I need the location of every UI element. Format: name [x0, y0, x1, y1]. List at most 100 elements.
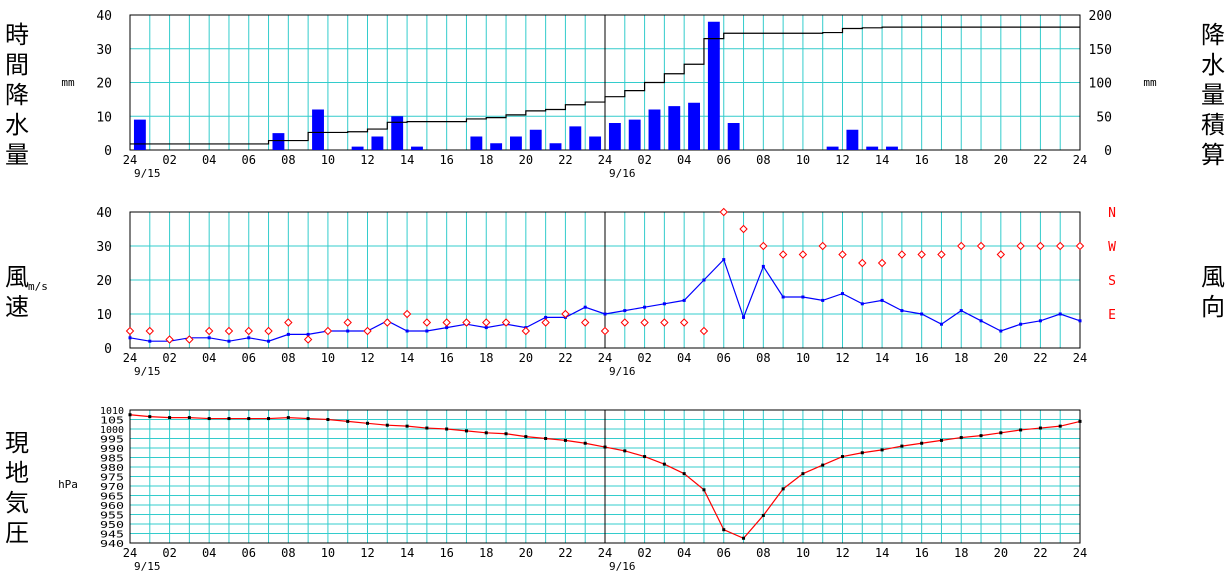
wind-speed-point: [267, 339, 271, 343]
wind-speed-point: [999, 329, 1003, 333]
y-tick-label-right: 200: [1089, 9, 1112, 24]
pressure-point: [583, 441, 587, 445]
panel3-left-title-text: 現地気圧: [5, 429, 29, 547]
pressure-point: [128, 413, 132, 417]
y-tick-label-left: 20: [96, 274, 112, 289]
x-tick-label: 20: [994, 153, 1008, 167]
pressure-point: [346, 419, 350, 423]
wind-speed-point: [821, 298, 825, 302]
pressure-point: [207, 417, 211, 421]
precip-bar: [391, 116, 404, 150]
date-label: 9/16: [609, 560, 636, 573]
x-tick-label: 16: [914, 351, 928, 365]
wind-speed-point: [959, 309, 963, 313]
wind-direction-marker: [660, 318, 669, 327]
wind-speed-point: [742, 315, 746, 319]
x-tick-label: 20: [994, 351, 1008, 365]
plot-frame: [129, 211, 1081, 349]
pressure-point: [999, 431, 1003, 435]
x-tick-label: 06: [717, 546, 731, 560]
x-tick-label: 22: [558, 351, 572, 365]
wind-direction-marker: [343, 318, 352, 327]
pressure-point: [702, 488, 706, 492]
pressure-point: [841, 455, 844, 459]
pressure-point: [1038, 426, 1042, 430]
wind-speed-point: [583, 305, 587, 309]
y-tick-label-left: 1010: [100, 406, 124, 417]
x-tick-label: 18: [954, 153, 968, 167]
cumulative-precip-line: [130, 26, 1080, 145]
x-tick-label: 06: [717, 153, 731, 167]
y-tick-label-left: 105: [100, 416, 124, 427]
x-tick-label: 12: [360, 153, 374, 167]
pressure-point: [662, 462, 666, 466]
pressure-point: [860, 451, 864, 455]
pressure-point: [484, 431, 488, 435]
wind-direction-marker: [937, 250, 946, 259]
pressure-point: [603, 445, 607, 449]
wind-direction-marker: [858, 258, 867, 268]
wind-direction-marker: [976, 241, 986, 251]
x-tick-label: 10: [796, 351, 810, 365]
y-tick-label-left: 940: [100, 539, 124, 550]
panel1-left-title-text: 時間降水量: [5, 21, 29, 169]
pressure-point: [1078, 419, 1082, 423]
wind-speed-point: [662, 302, 666, 306]
y-tick-label-left: 945: [100, 530, 124, 541]
pressure-point: [405, 424, 409, 428]
wind-speed-point: [544, 315, 548, 319]
panel1-right-title: 降水量積算: [1198, 20, 1228, 170]
x-tick-label: 18: [479, 546, 493, 560]
wind-speed-point: [445, 326, 449, 330]
wind-speed-point: [623, 309, 627, 313]
x-tick-label: 24: [598, 153, 612, 167]
x-tick-label: 08: [281, 546, 295, 560]
x-tick-label: 18: [954, 351, 968, 365]
wind-direction-marker: [640, 318, 649, 327]
y-tick-label-left: 20: [96, 77, 112, 92]
wind-direction-marker: [1036, 241, 1045, 251]
x-tick-label: 08: [756, 546, 770, 560]
date-label: 9/15: [134, 167, 161, 180]
x-tick-label: 20: [519, 351, 533, 365]
x-tick-label: 12: [360, 351, 374, 365]
x-tick-label: 14: [875, 351, 889, 365]
pressure-point: [623, 449, 627, 453]
wind-direction-marker: [125, 326, 135, 336]
pressure-point: [267, 417, 271, 421]
x-tick-label: 22: [1033, 546, 1047, 560]
wind-speed-point: [860, 302, 864, 306]
x-tick-label: 12: [835, 351, 849, 365]
x-tick-label: 14: [400, 546, 414, 560]
x-tick-label: 04: [202, 153, 216, 167]
pressure-point: [425, 426, 429, 430]
precip-bar: [727, 123, 740, 150]
y-tick-label-right: 50: [1096, 110, 1112, 125]
wind-direction-marker: [996, 250, 1006, 259]
wind-speed-point: [801, 295, 805, 299]
y-tick-label-left: 995: [100, 435, 124, 446]
wind-speed-point: [761, 264, 765, 268]
x-tick-label: 12: [835, 153, 849, 167]
unit-label-left: mm: [61, 76, 75, 89]
pressure-point: [1058, 424, 1062, 428]
y-tick-label-left: 970: [100, 482, 124, 493]
precip-bar: [866, 146, 879, 150]
x-tick-label: 24: [1073, 351, 1087, 365]
wind-speed-point: [484, 326, 488, 330]
wind-direction-marker: [165, 335, 174, 344]
pressure-point: [286, 416, 290, 420]
pressure-point: [148, 415, 152, 419]
wind-direction-marker: [422, 318, 432, 327]
y-tick-label-left: 985: [100, 454, 124, 465]
x-tick-label: 24: [123, 351, 137, 365]
wind-speed-point: [425, 329, 429, 333]
wind-speed-point: [405, 329, 409, 333]
x-tick-label: 18: [954, 546, 968, 560]
panel2-left-title-text: 風速: [5, 263, 29, 321]
x-tick-label: 14: [875, 153, 889, 167]
pressure-point: [761, 513, 765, 517]
y-tick-label-left: 975: [100, 473, 124, 484]
wind-speed-point: [306, 332, 310, 336]
wind-direction-marker: [482, 318, 491, 327]
